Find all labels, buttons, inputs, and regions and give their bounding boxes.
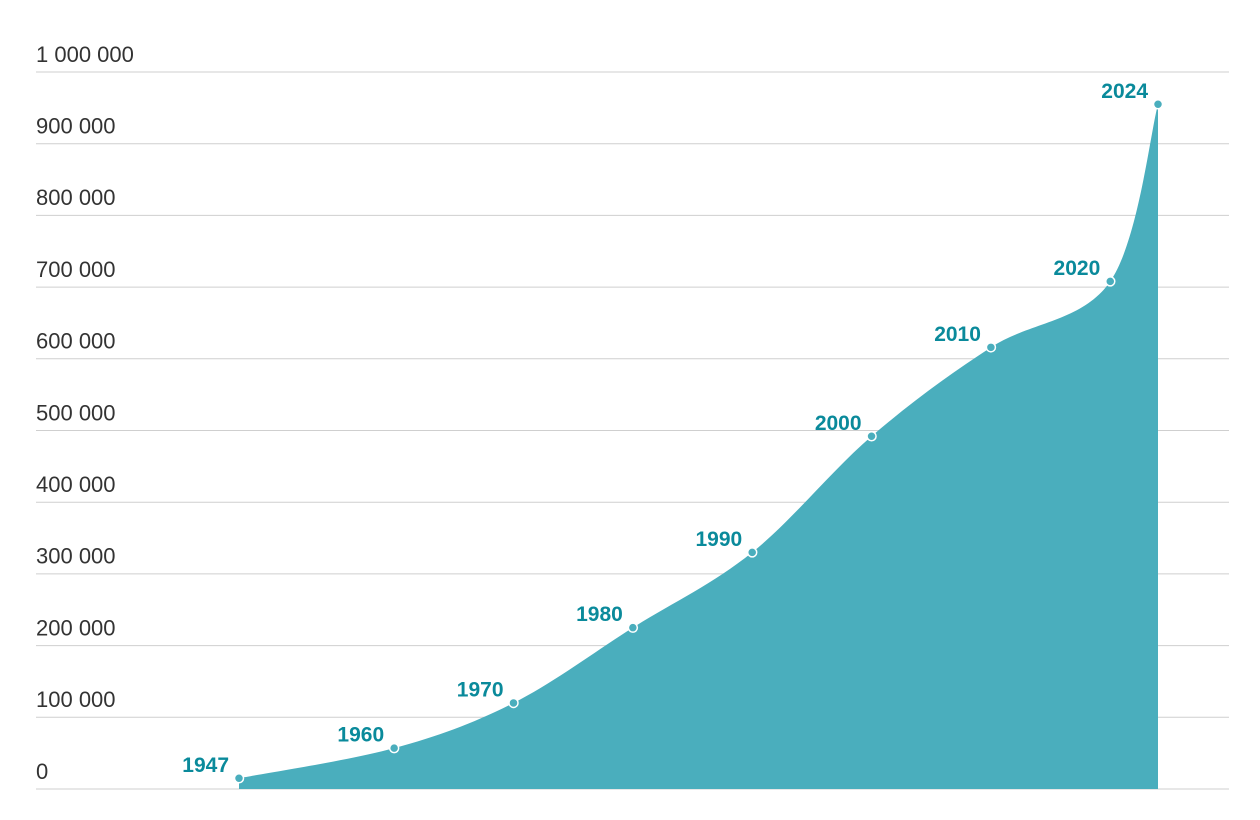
point <box>866 430 877 442</box>
y-tick-label: 300 000 <box>36 544 116 569</box>
point <box>627 622 639 633</box>
point <box>1152 99 1164 110</box>
point <box>508 697 519 709</box>
point <box>985 342 997 353</box>
point <box>1105 276 1116 287</box>
point-label: 2010 <box>934 323 981 346</box>
point-label: 1970 <box>457 679 504 702</box>
point-label: 1947 <box>182 754 229 777</box>
point-label: 1980 <box>576 603 623 626</box>
point <box>233 772 245 784</box>
y-tick-label: 500 000 <box>36 400 116 425</box>
point-label: 2024 <box>1101 80 1148 103</box>
point-label: 1990 <box>695 528 742 551</box>
area <box>239 104 1158 789</box>
point-label: 1960 <box>337 724 384 747</box>
point <box>388 742 400 754</box>
point <box>746 547 758 558</box>
y-tick-label: 400 000 <box>36 472 116 497</box>
y-tick-label: 1 000 000 <box>36 42 134 67</box>
y-tick-label: 0 <box>36 759 48 784</box>
y-tick-label: 700 000 <box>36 257 116 282</box>
y-tick-label: 800 000 <box>36 185 116 210</box>
y-tick-label: 900 000 <box>36 114 116 139</box>
point-label: 2000 <box>815 412 862 435</box>
point-label: 2020 <box>1054 257 1101 280</box>
y-tick-label: 200 000 <box>36 615 116 640</box>
y-tick-label: 600 000 <box>36 329 116 354</box>
y-tick-label: 100 000 <box>36 687 116 712</box>
